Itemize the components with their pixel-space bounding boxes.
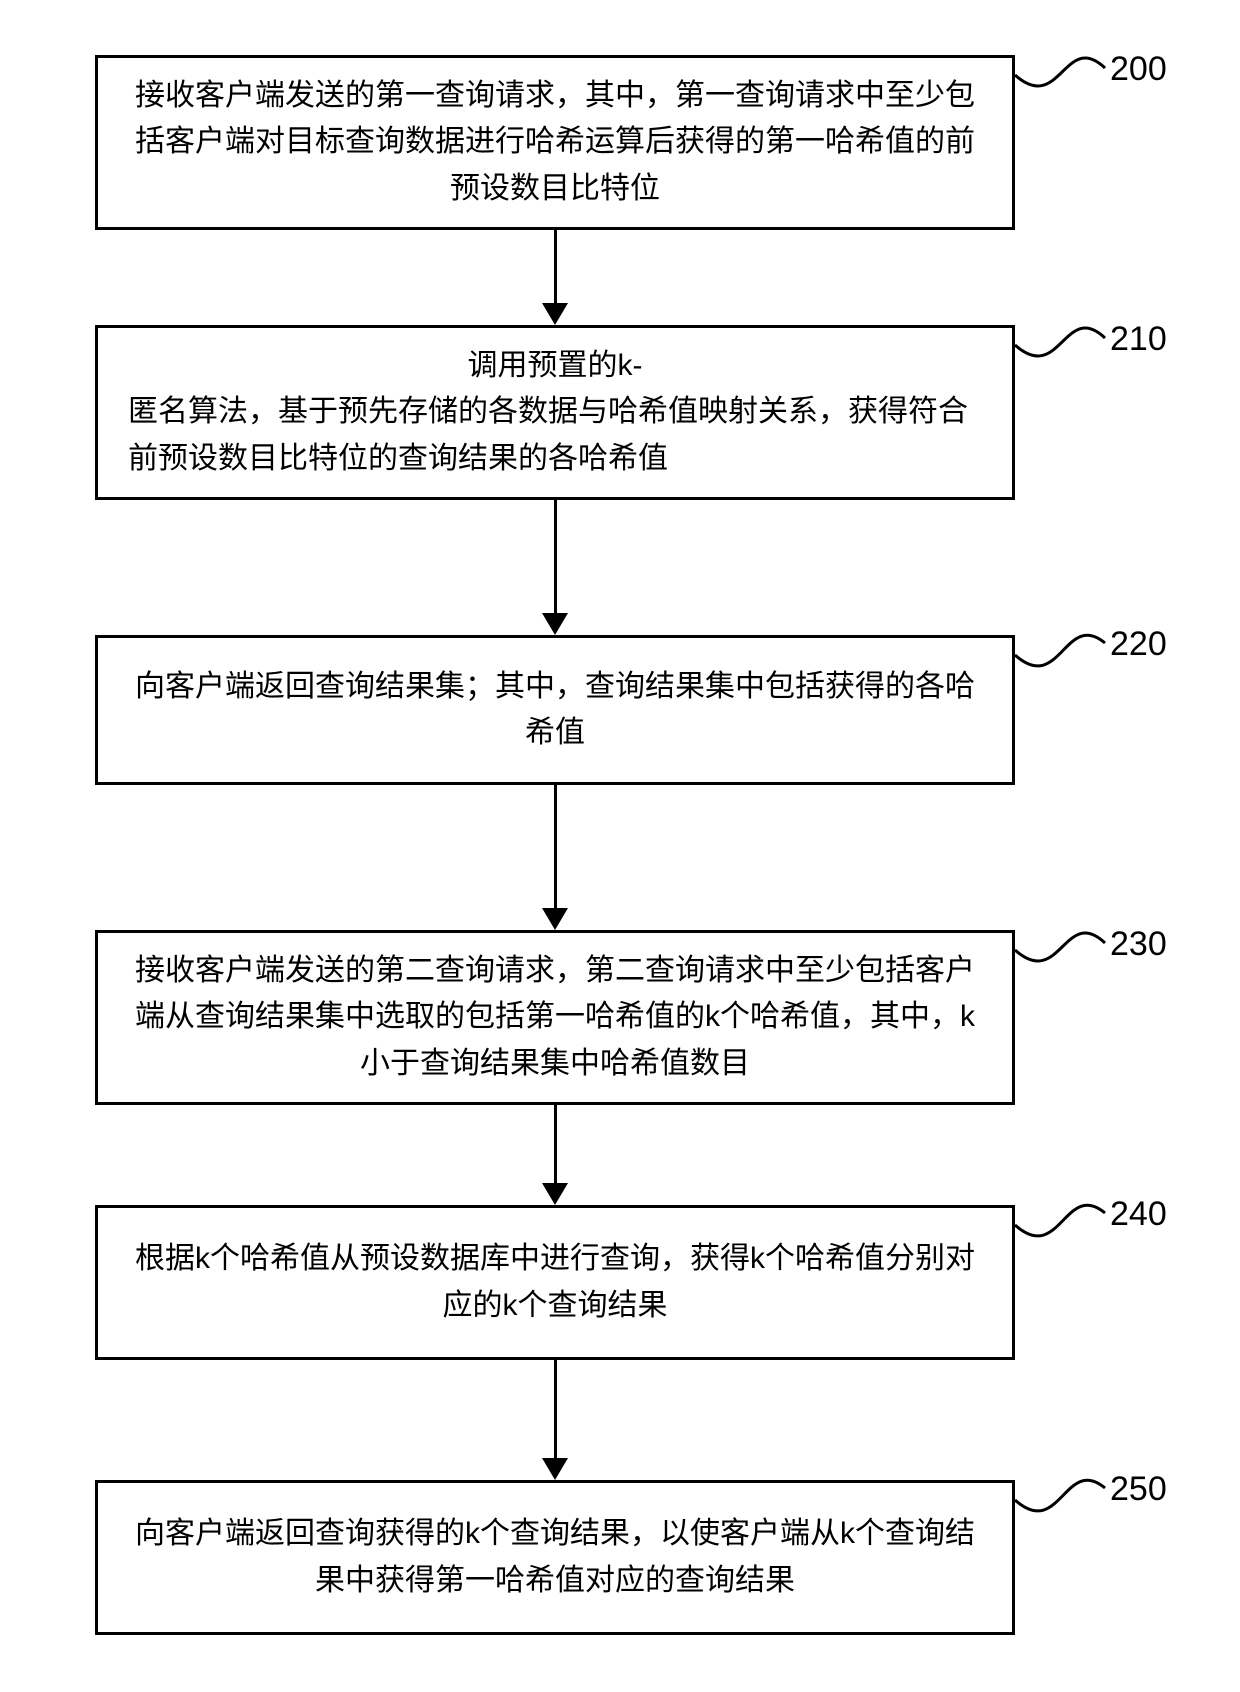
step-label-200: 200 (1110, 50, 1167, 89)
arrow-head-icon (542, 1458, 568, 1480)
arrow-line (554, 500, 557, 613)
arrow-line (554, 785, 557, 908)
arrow-head-icon (542, 303, 568, 325)
step-text: 接收客户端发送的第一查询请求，其中，第一查询请求中至少包括客户端对目标查询数据进… (128, 73, 982, 213)
flowchart-canvas: 接收客户端发送的第一查询请求，其中，第一查询请求中至少包括客户端对目标查询数据进… (0, 0, 1240, 1692)
arrow-3 (542, 1105, 568, 1205)
step-box-220: 向客户端返回查询结果集；其中，查询结果集中包括获得的各哈希值 (95, 635, 1015, 785)
connector-250 (1010, 1450, 1110, 1545)
step-text: 向客户端返回查询获得的k个查询结果，以使客户端从k个查询结果中获得第一哈希值对应… (128, 1511, 982, 1604)
step-label-230: 230 (1110, 925, 1167, 964)
step-label-240: 240 (1110, 1195, 1167, 1234)
step-text: 接收客户端发送的第二查询请求，第二查询请求中至少包括客户端从查询结果集中选取的包… (128, 948, 982, 1088)
connector-210 (1010, 295, 1110, 390)
arrow-4 (542, 1360, 568, 1480)
step-text: 向客户端返回查询结果集；其中，查询结果集中包括获得的各哈希值 (128, 664, 982, 757)
arrow-2 (542, 785, 568, 930)
arrow-head-icon (542, 613, 568, 635)
step-text: 调用预置的k-匿名算法，基于预先存储的各数据与哈希值映射关系，获得符合前预设数目… (128, 343, 982, 483)
step-box-230: 接收客户端发送的第二查询请求，第二查询请求中至少包括客户端从查询结果集中选取的包… (95, 930, 1015, 1105)
connector-200 (1010, 25, 1110, 120)
arrow-0 (542, 230, 568, 325)
arrow-line (554, 230, 557, 303)
connector-230 (1010, 900, 1110, 995)
arrow-line (554, 1360, 557, 1458)
arrow-line (554, 1105, 557, 1183)
connector-240 (1010, 1175, 1110, 1270)
arrow-head-icon (542, 1183, 568, 1205)
step-label-250: 250 (1110, 1470, 1167, 1509)
step-box-250: 向客户端返回查询获得的k个查询结果，以使客户端从k个查询结果中获得第一哈希值对应… (95, 1480, 1015, 1635)
step-box-200: 接收客户端发送的第一查询请求，其中，第一查询请求中至少包括客户端对目标查询数据进… (95, 55, 1015, 230)
step-label-210: 210 (1110, 320, 1167, 359)
step-text: 根据k个哈希值从预设数据库中进行查询，获得k个哈希值分别对应的k个查询结果 (128, 1236, 982, 1329)
arrow-head-icon (542, 908, 568, 930)
step-box-240: 根据k个哈希值从预设数据库中进行查询，获得k个哈希值分别对应的k个查询结果 (95, 1205, 1015, 1360)
connector-220 (1010, 605, 1110, 700)
arrow-1 (542, 500, 568, 635)
step-label-220: 220 (1110, 625, 1167, 664)
step-box-210: 调用预置的k-匿名算法，基于预先存储的各数据与哈希值映射关系，获得符合前预设数目… (95, 325, 1015, 500)
